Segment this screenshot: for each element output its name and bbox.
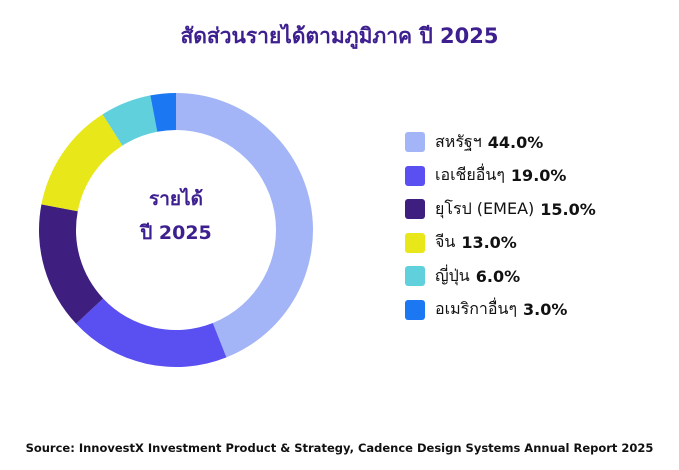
legend-swatch: [405, 232, 425, 253]
donut-slice-3: [41, 114, 123, 212]
legend-swatch: [405, 266, 425, 286]
legend-value: 44.0%: [487, 132, 544, 152]
source-note: Source: InnovestX Investment Product & S…: [25, 441, 654, 455]
donut-slice-5: [150, 93, 176, 132]
legend-label: จีน: [435, 232, 456, 251]
legend-swatch: [405, 132, 425, 152]
donut-slices: [39, 93, 313, 367]
legend-label: สหรัฐฯ: [435, 131, 482, 151]
legend-swatch: [405, 299, 425, 320]
legend-value: 19.0%: [510, 166, 567, 185]
legend-label: เอเชียอื่นๆ: [435, 165, 505, 184]
donut-slice-0: [176, 93, 313, 358]
legend-value: 15.0%: [540, 199, 596, 219]
center-label-line-2: ปี 2025: [139, 222, 211, 244]
chart-title: สัดส่วนรายได้ตามภูมิภาค ปี 2025: [180, 24, 499, 48]
legend-item-5: อเมริกาอื่นๆ 3.0%: [405, 299, 596, 321]
donut-slice-4: [102, 95, 158, 146]
legend-swatch: [405, 165, 425, 186]
legend-item-3: จีน 13.0%: [405, 232, 596, 254]
legend-item-0: สหรัฐฯ 44.0%: [405, 131, 596, 153]
legend-label: ญี่ปุ่น: [435, 265, 470, 285]
center-label-line-1: รายได้: [149, 187, 203, 210]
legend-value: 3.0%: [523, 300, 568, 319]
legend-item-2: ยุโรป (EMEA) 15.0%: [405, 198, 596, 220]
legend-value: 13.0%: [461, 233, 517, 252]
legend-item-4: ญี่ปุ่น 6.0%: [405, 265, 596, 287]
legend-value: 6.0%: [475, 266, 521, 286]
legend-label: ยุโรป (EMEA): [435, 198, 535, 218]
legend-label: อเมริกาอื่นๆ: [435, 299, 518, 318]
legend: สหรัฐฯ 44.0% เอเชียอื่นๆ 19.0% ยุโรป (EMEA) 1…: [405, 131, 596, 332]
donut-slice-2: [39, 204, 104, 324]
donut-slice-1: [76, 298, 227, 367]
legend-item-1: เอเชียอื่นๆ 19.0%: [405, 165, 596, 187]
legend-swatch: [405, 199, 425, 219]
